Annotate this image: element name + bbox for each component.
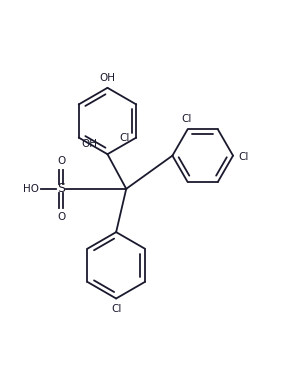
- Text: Cl: Cl: [111, 304, 121, 314]
- Text: OH: OH: [99, 73, 115, 83]
- Text: OH: OH: [81, 139, 98, 149]
- Text: S: S: [57, 182, 65, 195]
- Text: HO: HO: [23, 184, 39, 194]
- Text: O: O: [57, 156, 66, 166]
- Text: Cl: Cl: [119, 132, 130, 142]
- Text: Cl: Cl: [238, 152, 249, 162]
- Text: O: O: [57, 212, 66, 222]
- Text: Cl: Cl: [181, 114, 191, 124]
